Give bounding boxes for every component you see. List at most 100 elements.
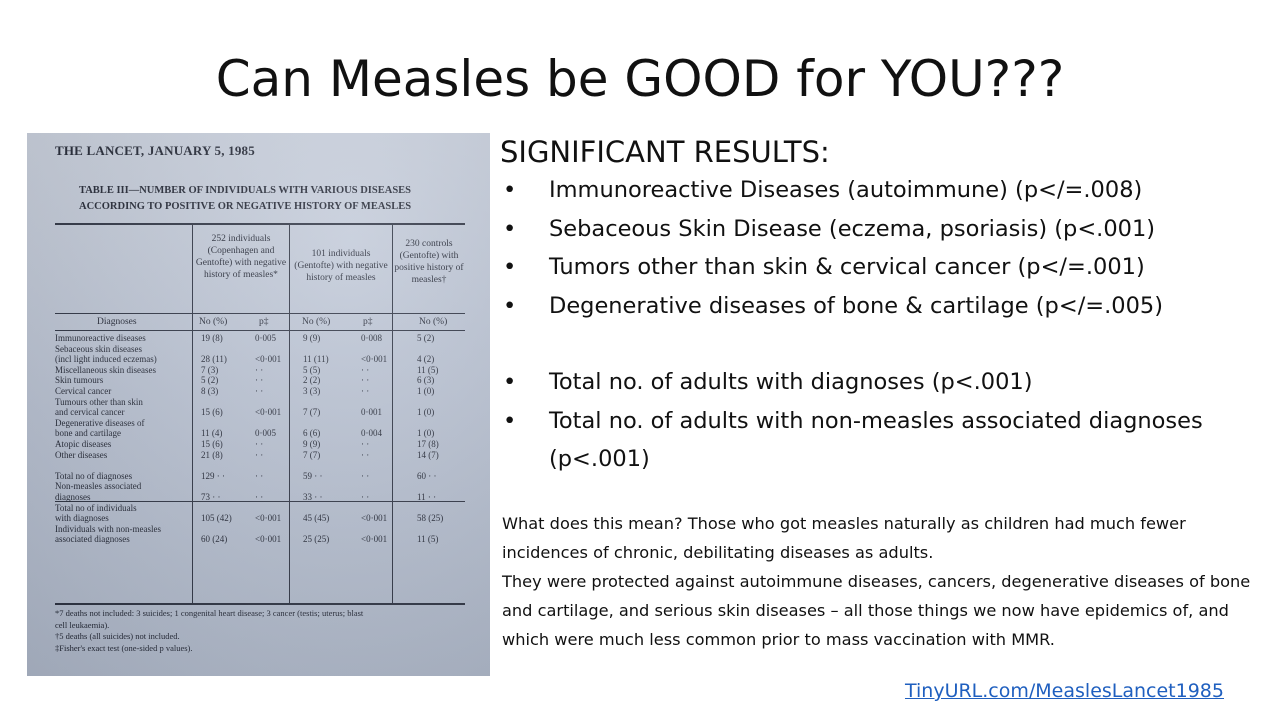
photo-row-value: <0·001 bbox=[361, 513, 388, 524]
photo-diagnoses-header: Diagnoses bbox=[97, 317, 137, 327]
source-link[interactable]: TinyURL.com/MeaslesLancet1985 bbox=[904, 680, 1224, 702]
photo-row-value: 15 (6) bbox=[201, 407, 223, 418]
results-heading: SIGNIFICANT RESULTS: bbox=[500, 135, 830, 169]
photo-group-3-header: 230 controls (Gentofte) with positive hi… bbox=[394, 239, 464, 285]
explanation-paragraph-2: They were protected against autoimmune d… bbox=[502, 572, 1251, 649]
photo-row-label: Atopic diseases bbox=[55, 438, 112, 449]
result-text: Degenerative diseases of bone & cartilag… bbox=[549, 292, 1164, 319]
photo-row-value: 7 (7) bbox=[303, 407, 321, 418]
photo-table-row: associated diagnoses 60 (24) <0·001 25 (25)… bbox=[55, 534, 490, 545]
photo-row-label: Total no of diagnoses bbox=[55, 470, 133, 481]
photo-row-value: · · bbox=[255, 449, 264, 460]
photo-row-value: 1 (0) bbox=[417, 385, 435, 396]
photo-rule-header bbox=[55, 313, 465, 314]
photo-table-row: Sebaceous skin diseases bbox=[55, 344, 490, 355]
photo-sub-p-1: p‡ bbox=[259, 317, 269, 327]
photo-row-value: · · bbox=[255, 491, 264, 502]
bullet-dot: • bbox=[503, 215, 517, 242]
photo-row-value: 5 (2) bbox=[201, 375, 219, 386]
photo-row-value: 17 (8) bbox=[417, 438, 439, 449]
photo-row-label: Sebaceous skin diseases bbox=[55, 343, 142, 354]
photo-row-value: 15 (6) bbox=[201, 438, 223, 449]
result-item-immunoreactive: • Immunoreactive Diseases (autoimmune) (p… bbox=[500, 171, 1270, 210]
photo-row-value: 1 (0) bbox=[417, 428, 435, 439]
photo-row-label: Cervical cancer bbox=[55, 385, 112, 396]
photo-footnote-1b: cell leukaemia). bbox=[55, 619, 110, 630]
photo-table-row: Other diseases 21 (8) · · 7 (7) · · 14 (7) bbox=[55, 450, 490, 461]
photo-row-value: 45 (45) bbox=[303, 513, 330, 524]
photo-row-value: · · bbox=[255, 470, 264, 481]
photo-row-value: 6 (6) bbox=[303, 428, 321, 439]
photo-table-row: Skin tumours 5 (2) · · 2 (2) · · 6 (3) bbox=[55, 375, 490, 386]
photo-row-label: and cervical cancer bbox=[55, 407, 125, 418]
photo-row-label: Tumours other than skin bbox=[55, 396, 143, 407]
photo-table-row: Miscellaneous skin diseases 7 (3) · · 5 (5)… bbox=[55, 365, 490, 376]
photo-rule-totals bbox=[55, 501, 465, 502]
photo-row-value: · · bbox=[361, 470, 370, 481]
photo-table-row: (incl light induced eczemas) 28 (11) <0·00… bbox=[55, 354, 490, 365]
photo-row-value: 58 (25) bbox=[417, 513, 444, 524]
photo-row-label: Total no of individuals bbox=[55, 502, 137, 513]
photo-row-value: 5 (2) bbox=[417, 333, 435, 343]
photo-row-value: 28 (11) bbox=[201, 354, 227, 365]
photo-caption-line-1: TABLE III—NUMBER OF INDIVIDUALS WITH VAR… bbox=[79, 185, 412, 196]
photo-group-2-header: 101 individuals (Gentofte) with negative… bbox=[294, 249, 388, 283]
result-text: Total no. of adults with diagnoses (p<.0… bbox=[549, 369, 1033, 395]
result-text: Immunoreactive Diseases (autoimmune) (p<… bbox=[549, 177, 1143, 203]
photo-row-value: 9 (9) bbox=[303, 333, 321, 343]
photo-row-value: 129 · · bbox=[201, 470, 225, 481]
photo-sub-p-2: p‡ bbox=[363, 317, 373, 327]
photo-row-label: (incl light induced eczemas) bbox=[55, 354, 157, 365]
photo-table-row: Total no of individuals bbox=[55, 503, 490, 514]
result-item-non-measles: • Total no. of adults with non-measles as… bbox=[500, 402, 1239, 479]
photo-table-row: Non-measles associated bbox=[55, 481, 490, 492]
photo-row-value: <0·001 bbox=[255, 354, 282, 365]
photo-journal-header: THE LANCET, JANUARY 5, 1985 bbox=[55, 143, 255, 158]
photo-row-value: · · bbox=[361, 438, 370, 449]
photo-col-divider-2 bbox=[289, 223, 290, 603]
photo-col-divider-1 bbox=[192, 223, 193, 603]
photo-row-label: Immunoreactive diseases bbox=[55, 333, 146, 343]
photo-footnote-3: ‡Fisher's exact test (one-sided p values… bbox=[55, 642, 193, 653]
photo-row-value: 7 (7) bbox=[303, 449, 321, 460]
photo-row-value: <0·001 bbox=[255, 513, 282, 524]
photo-row-value: · · bbox=[361, 449, 370, 460]
results-list-1: • Immunoreactive Diseases (autoimmune) (p… bbox=[500, 171, 1270, 325]
photo-table-row: with diagnoses 105 (42) <0·001 45 (45) <0·00… bbox=[55, 513, 490, 524]
lancet-table-photo: THE LANCET, JANUARY 5, 1985 TABLE III—NU… bbox=[27, 133, 490, 676]
photo-footnote-2: †5 deaths (all suicides) not included. bbox=[55, 631, 180, 641]
photo-row-value: 5 (5) bbox=[303, 364, 321, 375]
photo-row-value: <0·001 bbox=[255, 534, 282, 545]
result-item-total-diagnoses: • Total no. of adults with diagnoses (p<.… bbox=[500, 363, 1270, 402]
bullet-dot: • bbox=[503, 369, 517, 395]
photo-row-value: <0·001 bbox=[361, 354, 388, 365]
photo-row-value: <0·001 bbox=[361, 534, 388, 545]
photo-sub-no-3: No (%) bbox=[419, 317, 448, 327]
explanation-paragraph-1: What does this mean? Those who got measl… bbox=[502, 514, 1186, 562]
bullet-dot: • bbox=[503, 292, 517, 319]
photo-row-value: 0·001 bbox=[361, 407, 382, 418]
photo-sub-no-1: No (%) bbox=[199, 317, 228, 327]
photo-table-body: Immunoreactive diseases 19 (8) 0·005 9 (9) 0… bbox=[55, 333, 490, 545]
photo-row-value: 21 (8) bbox=[201, 449, 223, 460]
photo-row-value: · · bbox=[361, 491, 370, 502]
photo-sub-no-2: No (%) bbox=[302, 317, 331, 327]
photo-table-caption: TABLE III—NUMBER OF INDIVIDUALS WITH VAR… bbox=[79, 183, 411, 215]
results-section: SIGNIFICANT RESULTS: • Immunoreactive Dis… bbox=[500, 133, 1270, 479]
photo-row-label: associated diagnoses bbox=[55, 534, 130, 545]
photo-footnote-1: *7 deaths not included: 3 suicides; 1 co… bbox=[55, 608, 364, 618]
photo-row-value: <0·001 bbox=[255, 407, 282, 418]
result-text: Sebaceous Skin Disease (eczema, psoriasi… bbox=[549, 215, 1156, 242]
photo-table-row: Total no of diagnoses 129 · · · · 59 · · · ·… bbox=[55, 471, 490, 482]
photo-row-value: 0·008 bbox=[361, 333, 382, 343]
photo-table-row: Atopic diseases 15 (6) · · 9 (9) · · 17 (8) bbox=[55, 439, 490, 450]
photo-rule-top bbox=[55, 223, 465, 225]
photo-row-value: 59 · · bbox=[303, 470, 323, 481]
photo-group-1-header: 252 individuals (Copenhagen and Gentofte… bbox=[195, 234, 287, 280]
photo-row-value: 8 (3) bbox=[201, 385, 219, 396]
photo-row-value: 11 (4) bbox=[201, 428, 223, 439]
photo-row-value: 73 · · bbox=[201, 491, 221, 502]
photo-row-label: with diagnoses bbox=[55, 513, 109, 524]
photo-row-label: Skin tumours bbox=[55, 375, 104, 386]
photo-row-value: 14 (7) bbox=[417, 449, 439, 460]
